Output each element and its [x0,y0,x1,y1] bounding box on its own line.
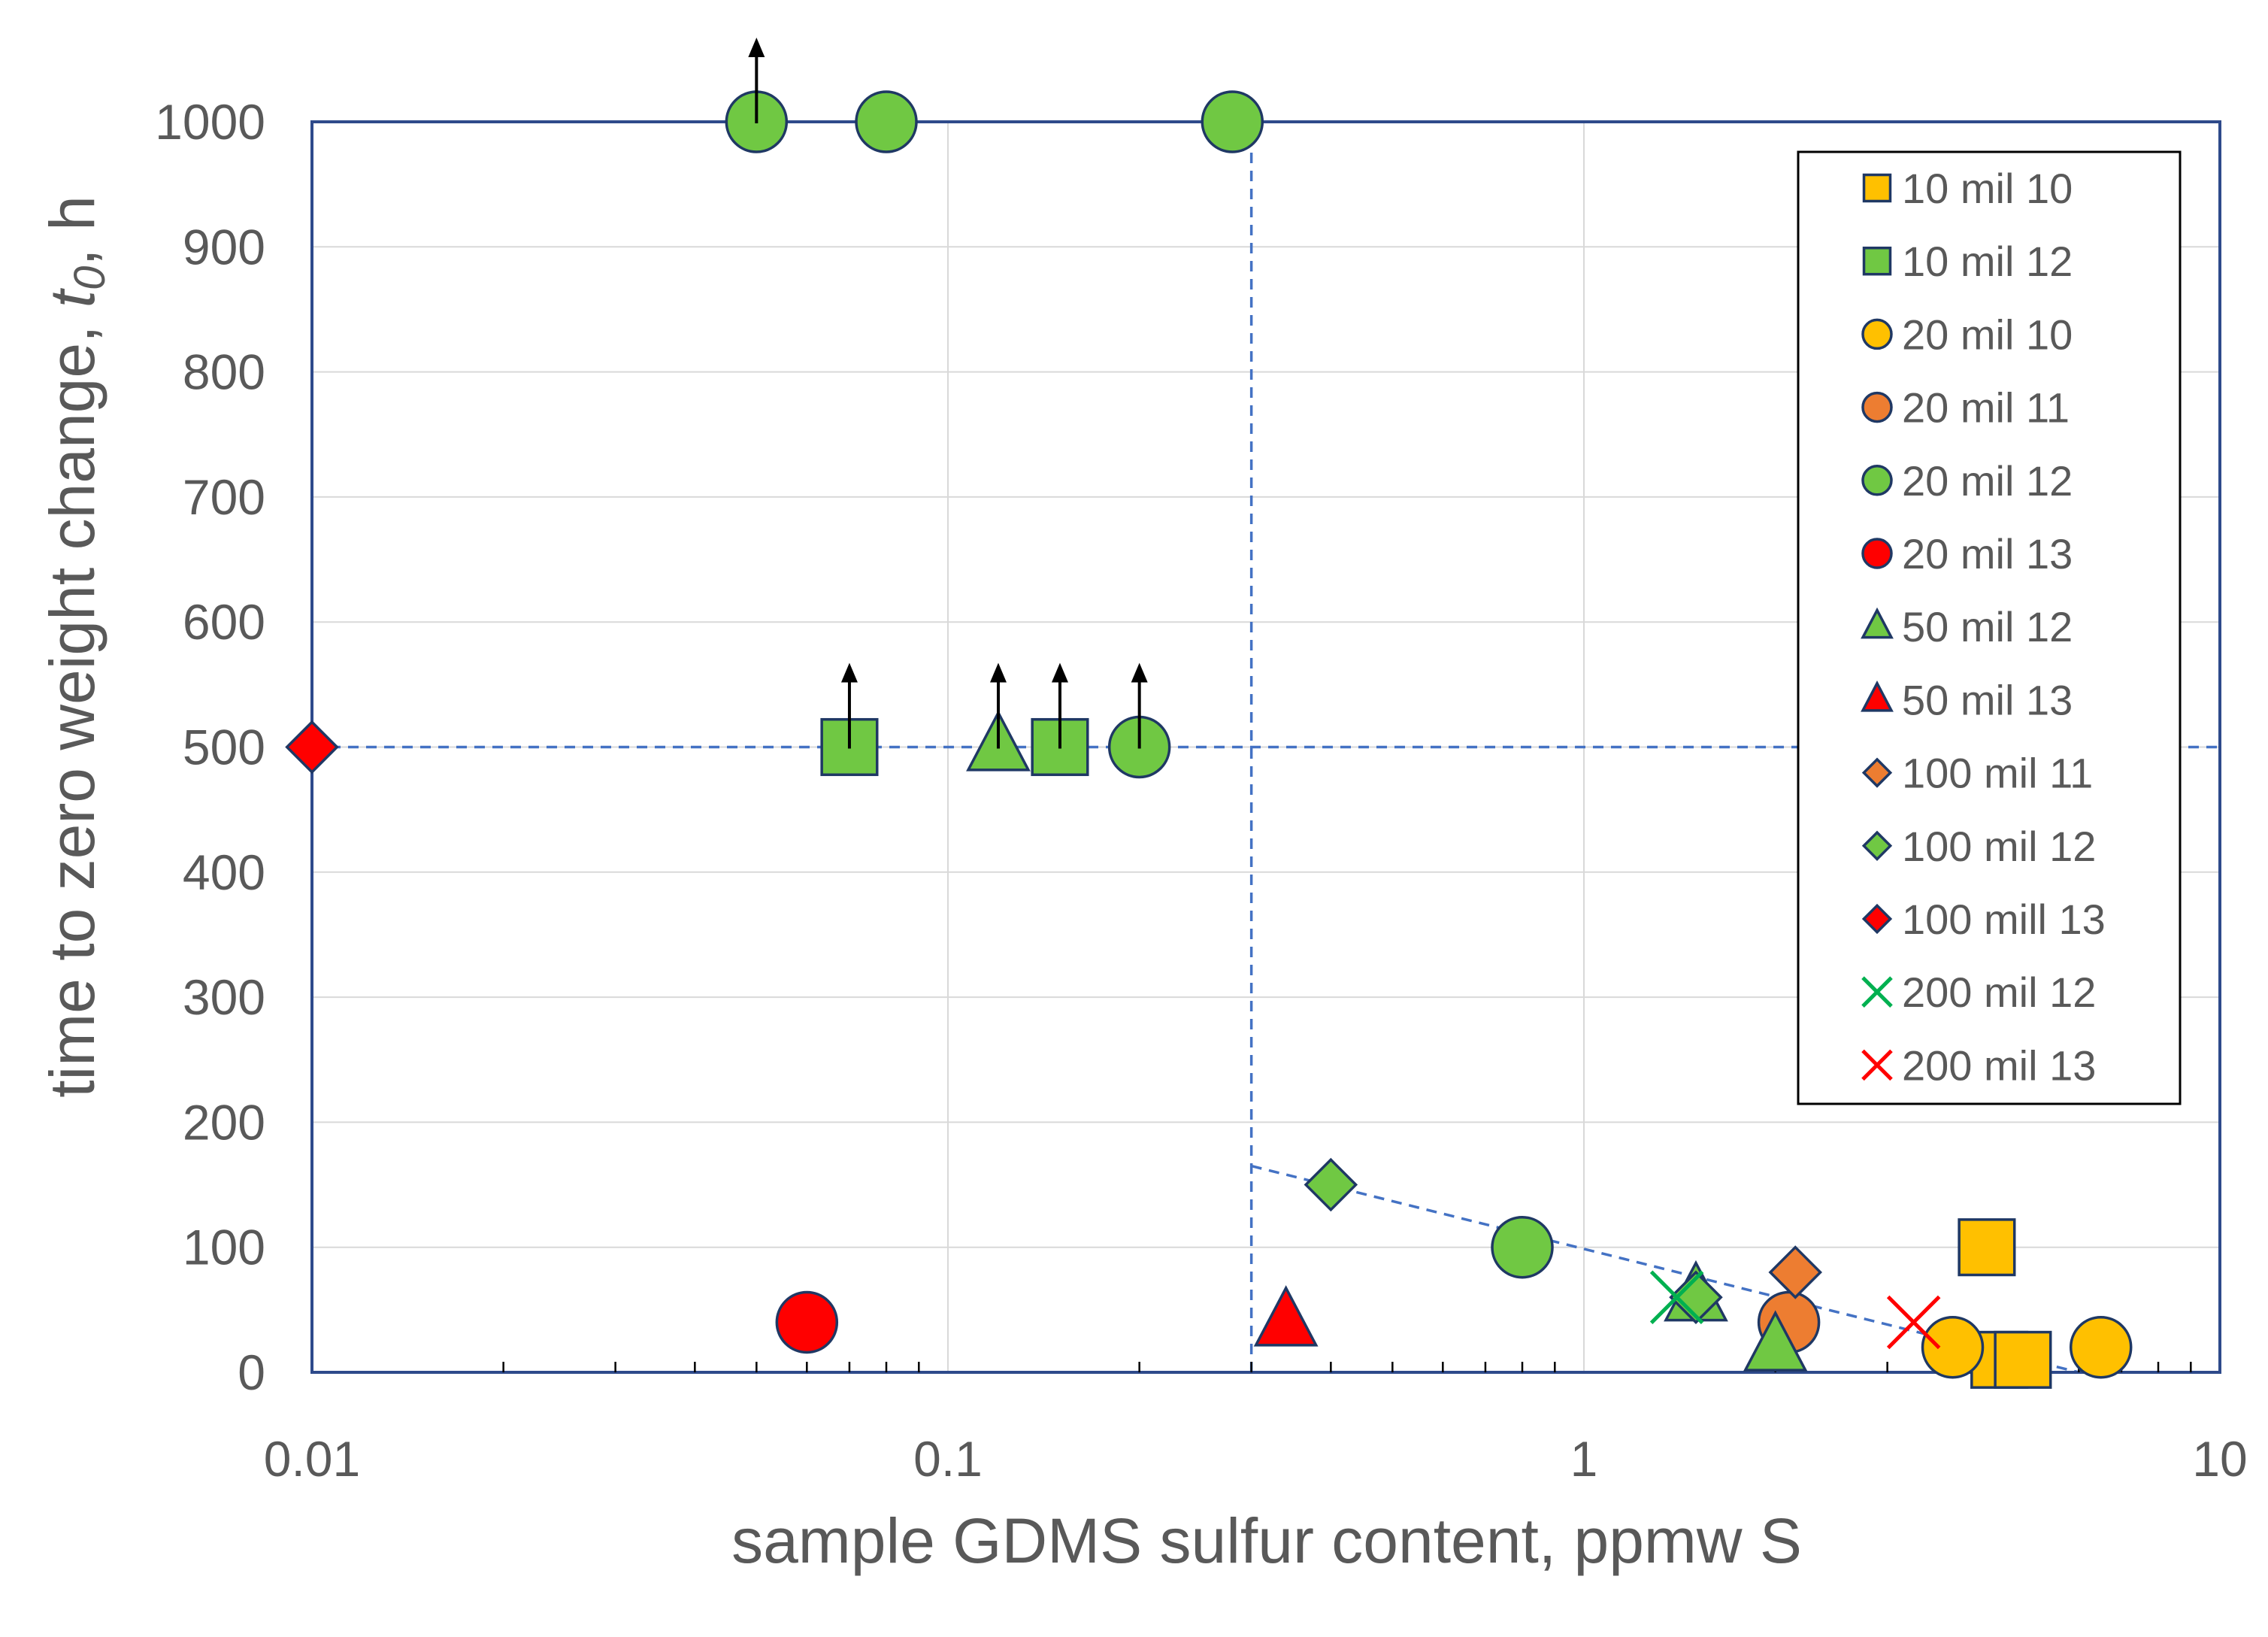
arrow-head [748,38,765,57]
y-tick-label: 400 [183,844,265,900]
legend-marker-triangle [1861,607,1894,639]
legend-label: 100 mill 13 [1902,896,2106,943]
legend-item: 100 mil 11 [1861,750,2093,797]
legend-label: 200 mil 13 [1902,1041,2096,1089]
data-point-circle [2069,1315,2133,1379]
legend-item: 20 mil 11 [1861,384,2070,432]
lower-bound-arrow [840,662,858,749]
legend-label: 10 mil 10 [1902,165,2073,212]
y-axis-title-suffix: , h [37,196,107,265]
legend-label: 100 mil 12 [1902,823,2096,870]
y-tick-label: 800 [183,344,265,400]
data-point-square [1994,1330,2052,1389]
lower-bound-arrows [748,38,1148,749]
x-tick-label: 0.01 [264,1431,360,1487]
y-axis-title-subscript: 0 [65,266,114,290]
legend-label: 50 mil 12 [1902,603,2073,650]
legend-label: 20 mil 13 [1902,530,2073,577]
legend-marker-diamond [1861,757,1893,788]
legend-marker-diamond [1861,830,1893,861]
data-point-diamond [1669,1270,1723,1324]
legend-item: 10 mil 10 [1862,165,2073,212]
y-tick-label: 900 [183,219,265,274]
y-tick-label: 200 [183,1094,265,1150]
y-axis-title-symbol: t [37,287,107,308]
data-point-diamond [1768,1245,1822,1299]
legend-marker-x-stroke [1861,1049,1893,1081]
y-axis-title: time to zero weight change, t0, h [37,196,114,1098]
legend-box [1797,150,2182,1105]
data-point-x-stroke [1886,1295,1941,1350]
lower-bound-arrow [748,38,765,123]
data-point-square [1958,1218,2016,1277]
lower-bound-arrow [989,662,1007,749]
legend-marker-circle [1861,465,1893,496]
arrow-head [989,662,1007,683]
legend-item: 20 mil 10 [1861,311,2073,358]
legend-marker-diamond [1861,903,1893,935]
arrow-head [1051,662,1068,683]
legend-item: 100 mill 13 [1861,896,2106,943]
legend-marker-x-stroke [1861,976,1893,1008]
arrow-head [840,662,858,683]
legend-marker-x [1861,976,1893,1008]
legend-label: 200 mil 12 [1902,969,2096,1016]
legend-marker-triangle [1861,680,1894,712]
legend-item: 50 mil 13 [1861,676,2073,723]
data-point-circle [855,90,918,153]
lower-bound-arrow [1051,662,1068,749]
legend-item: 100 mil 12 [1861,823,2096,870]
arrow-head [1131,662,1148,683]
legend-marker-circle [1861,538,1893,569]
legend-marker-circle [1861,318,1893,350]
data-point-circle [1921,1315,1985,1379]
lower-bound-arrow [1131,662,1148,749]
legend-item: 20 mil 13 [1861,530,2073,577]
data-point-triangle [1743,1310,1808,1372]
data-point-x-stroke [1649,1270,1704,1324]
legend-label: 20 mil 10 [1902,311,2073,358]
legend-item: 20 mil 12 [1861,457,2073,505]
legend-label: 20 mil 12 [1902,457,2073,505]
legend-item: 200 mil 12 [1861,969,2096,1016]
data-point-circle [1491,1215,1554,1279]
x-tick-label: 1 [1570,1431,1598,1487]
y-tick-label: 100 [183,1220,265,1275]
legend-label: 100 mil 11 [1902,750,2093,797]
y-tick-label: 0 [238,1344,265,1400]
data-point-circle [775,1290,839,1354]
y-tick-label: 700 [183,469,265,525]
legend-item: 10 mil 12 [1862,238,2073,285]
x-axis-ticks: 0.01 0.1 1 10 [264,1362,2248,1487]
legend-marker-square [1862,173,1892,203]
legend-marker-circle [1861,391,1893,423]
data-point-circle [1201,90,1264,153]
legend-item: 50 mil 12 [1861,603,2073,650]
legend-item: 200 mil 13 [1861,1041,2096,1089]
y-tick-label: 1000 [155,94,265,150]
x-tick-label: 0.1 [913,1431,983,1487]
y-axis-title-prefix: time to zero weight change, [37,308,107,1098]
legend-label: 20 mil 11 [1902,384,2070,432]
legend-marker-square [1862,246,1892,276]
legend-label: 50 mil 13 [1902,676,2073,723]
y-tick-label: 600 [183,594,265,650]
y-tick-label: 300 [183,969,265,1025]
y-axis-ticks: 0 100 200 300 400 500 600 700 800 900 1000 [155,94,265,1400]
legend-marker-x [1861,1049,1893,1081]
data-point-diamond [1304,1157,1358,1212]
x-tick-label: 10 [2192,1431,2247,1487]
data-point-x [1649,1270,1704,1324]
data-point-x [1886,1295,1941,1350]
data-point-triangle [1253,1285,1319,1347]
legend: 10 mil 10 10 mil 12 20 mil 10 20 mil 11 20 m… [1797,150,2182,1105]
data-point-diamond [285,720,339,775]
legend-label: 10 mil 12 [1902,238,2073,285]
x-axis-title: sample GDMS sulfur content, ppmw S [731,1505,1802,1576]
y-tick-label: 500 [183,720,265,775]
